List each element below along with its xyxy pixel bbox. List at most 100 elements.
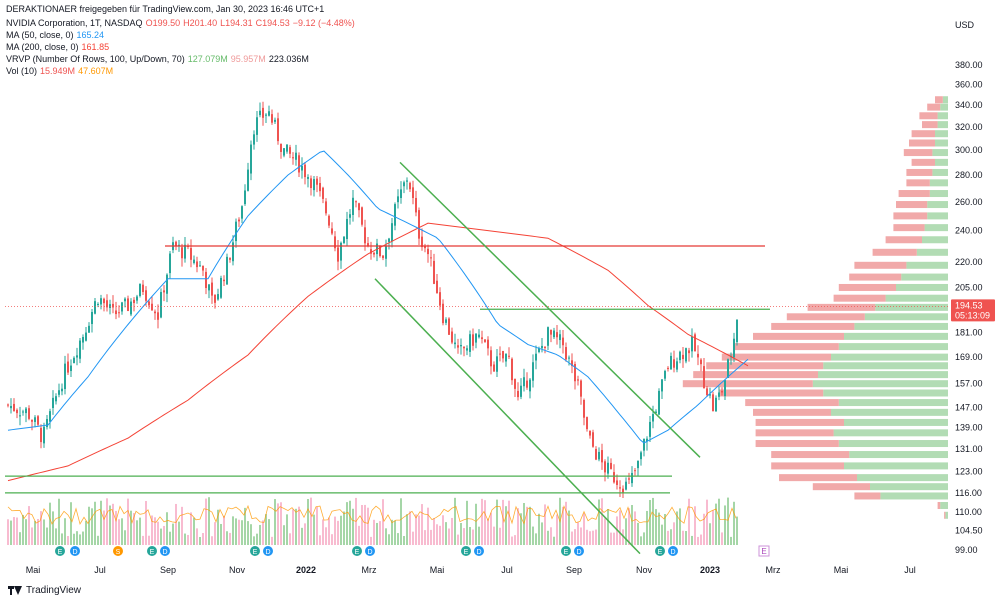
candle-body [64,363,66,390]
candle-body [208,284,210,291]
vol-legend[interactable]: Vol (10) 15.949M 47.607M [6,66,114,76]
candle-body [643,438,645,451]
candle-body [670,355,672,370]
vrvp-down-bar [919,112,938,120]
volume-bar [451,517,453,545]
volume-bar [97,535,99,545]
vrvp-down-bar [755,440,839,448]
candle-body [223,279,225,282]
candle-body [31,419,33,422]
volume-bar [286,514,288,545]
candle-body [562,337,564,346]
event-marker-circle [655,546,665,556]
candle-body [691,336,693,352]
candle-body [337,247,339,262]
volume-bar [175,503,177,545]
volume-bar [514,535,516,545]
candle-body [475,333,477,343]
tradingview-brand: TradingView [26,585,82,596]
volume-bar [697,536,699,545]
candle-body [580,380,582,397]
candle-body [652,414,654,422]
candle-body [439,292,441,306]
vrvp-up-bar [932,168,948,176]
vrvp-down-bar [911,130,935,138]
candle-body [589,430,591,436]
candle-body [151,303,153,311]
vrvp-down-bar [893,212,928,220]
volume-bar [490,512,492,545]
candle-body [706,388,708,396]
candle-body [67,361,69,373]
volume-bar [88,506,90,545]
y-tick-label: 157.00 [955,379,983,389]
volume-bar [436,524,438,545]
candle-body [553,330,555,338]
candle-body [154,311,156,314]
ma50-legend[interactable]: MA (50, close, 0) 165.24 [6,30,105,40]
ohlc-open: O199.50 [145,18,181,28]
volume-bar [226,531,228,545]
candle-body [169,253,171,274]
volume-bar [184,533,186,545]
candle-body [160,292,162,318]
candle-body [664,370,666,379]
volume-bar [76,531,78,545]
volume-bar [256,533,258,545]
volume-bar [124,530,126,545]
volume-bar [52,511,54,545]
event-marker: E [561,546,571,556]
volume-bar [475,503,477,545]
trend-channel-line [374,278,641,555]
vrvp-legend[interactable]: VRVP (Number Of Rows, 100, Up/Down, 70) 1… [6,54,309,64]
volume-bar [586,529,588,545]
event-marker: E [758,545,770,557]
candle-body [97,303,99,305]
candle-body [424,246,426,249]
volume-bar [10,520,12,545]
vrvp-up-bar [945,511,948,519]
volume-bar [142,535,144,545]
ohlc-change: −9.12 (−4.48%) [292,18,355,28]
vrvp-down-bar [771,451,850,459]
volume-bar [235,518,237,545]
volume-bar [700,534,702,545]
candle-body [76,355,78,358]
volume-bar [190,512,192,545]
candle-body [367,243,369,247]
candle-body [481,337,483,340]
vrvp-up-bar [823,389,948,397]
candle-body [244,190,246,205]
candle-body [646,438,648,442]
candle-body [583,400,585,418]
vrvp-down-bar [745,399,839,407]
event-marker: D [70,546,80,556]
volume-bar [715,503,717,545]
candle-body [55,396,57,402]
vrvp-up-bar [823,362,948,370]
candle-body [265,114,267,116]
tradingview-footer: TradingView [8,585,81,596]
volume-bar [181,506,183,545]
candle-body [655,411,657,413]
volume-bar [427,507,429,545]
volume-bar [37,518,39,545]
candle-body [457,345,459,348]
volume-bar [484,500,486,545]
candle-body [13,403,15,412]
volume-bar [370,536,372,545]
vrvp-up-bar [838,343,948,351]
candle-body [673,359,675,368]
symbol-name: NVIDIA Corporation, 1T, NASDAQ [6,18,143,28]
volume-bar [316,506,318,545]
ma200-legend[interactable]: MA (200, close, 0) 161.85 [6,42,110,52]
vrvp-up-bar [940,103,948,111]
y-tick-label: 181.00 [955,327,983,337]
volume-bar [730,536,732,545]
candle-body [232,242,234,262]
volume-bar [541,522,543,545]
candle-body [328,215,330,226]
volume-bar [376,522,378,545]
volume-bar [217,509,219,545]
